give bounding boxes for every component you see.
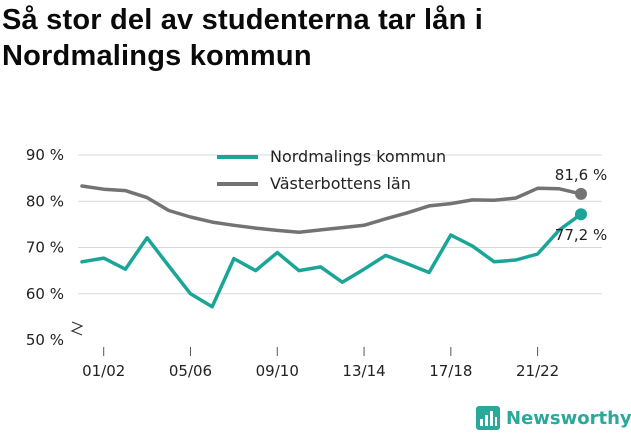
axis-break-marker [70, 321, 84, 336]
brand-name: Newsworthy [506, 407, 631, 429]
series-end-label-2: 81,6 % [555, 166, 607, 184]
y-tick-label: 60 % [26, 285, 64, 303]
newsworthy-logo-icon [476, 406, 500, 430]
x-tick-label: 01/02 [82, 362, 125, 380]
series-end-point-1 [575, 208, 587, 221]
x-tick-label: 17/18 [429, 362, 472, 380]
series-line-2 [80, 184, 583, 234]
series-end-label-1: 77,2 % [555, 226, 607, 244]
x-tick-label: 09/10 [256, 362, 299, 380]
grid [78, 154, 602, 295]
chart-title: Så stor del av studenterna tar lån i Nor… [2, 4, 484, 72]
x-tick-label: 21/22 [516, 362, 559, 380]
y-tick-label: 70 % [26, 239, 64, 257]
y-axis-tick-labels: 50 % 60 % 70 % 80 % 90 % [26, 146, 64, 349]
y-tick-label: 50 % [26, 331, 64, 349]
axis-break-zigzag [70, 321, 84, 336]
legend: Nordmalings kommun Västerbottens län [217, 147, 446, 193]
legend-label-2: Västerbottens län [270, 174, 411, 193]
series-line-1 [80, 212, 583, 309]
x-tick-label: 05/06 [169, 362, 212, 380]
legend-label-1: Nordmalings kommun [270, 147, 446, 166]
x-tick-label: 13/14 [342, 362, 385, 380]
y-tick-label: 80 % [26, 192, 64, 210]
brand-logo: Newsworthy [476, 406, 631, 430]
x-axis-tick-labels: 01/02 05/06 09/10 13/14 17/18 21/22 [82, 347, 559, 380]
series-lines: 81,6 % 77,2 % [80, 166, 607, 309]
y-tick-label: 90 % [26, 146, 64, 164]
series-end-point-2 [575, 187, 587, 200]
